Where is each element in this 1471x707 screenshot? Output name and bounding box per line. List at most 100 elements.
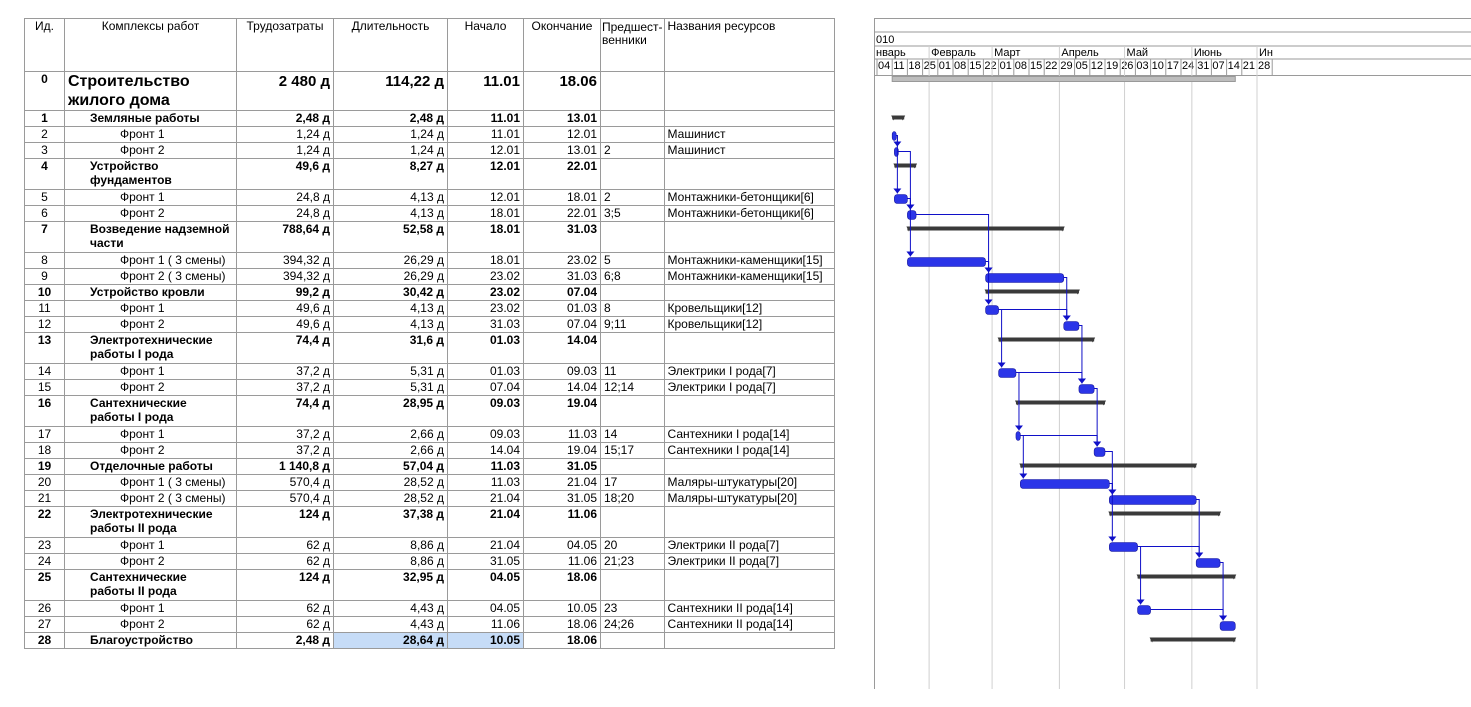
task-predecessors[interactable]: 12;14 [600, 379, 665, 396]
task-start[interactable]: 18.01 [447, 252, 524, 269]
task-name[interactable]: Фронт 1 [64, 189, 237, 206]
task-resources[interactable]: Сантехники II рода[14] [663, 600, 835, 617]
task-finish[interactable]: 18.06 [523, 616, 601, 633]
task-finish[interactable]: 04.05 [523, 537, 601, 554]
task-start[interactable]: 11.01 [447, 126, 524, 143]
task-work[interactable]: 24,8 д [236, 205, 334, 222]
task-work[interactable]: 74,4 д [236, 332, 334, 364]
task-id[interactable]: 26 [24, 600, 65, 617]
task-duration[interactable]: 2,66 д [333, 426, 448, 443]
task-start[interactable]: 11.03 [447, 458, 524, 475]
task-finish[interactable]: 11.06 [523, 506, 601, 538]
task-work[interactable]: 124 д [236, 506, 334, 538]
table-row[interactable]: 27 Фронт 2 62 д 4,43 д 11.06 18.06 24;26 Сантех… [24, 616, 835, 633]
task-id[interactable]: 18 [24, 442, 65, 459]
task-name[interactable]: Благоустройство [64, 632, 237, 649]
task-finish[interactable]: 13.01 [523, 110, 601, 127]
task-finish[interactable]: 07.04 [523, 284, 601, 301]
task-name[interactable]: Фронт 1 [64, 363, 237, 380]
task-finish[interactable]: 11.06 [523, 553, 601, 570]
task-duration[interactable]: 37,38 д [333, 506, 448, 538]
task-predecessors[interactable]: 6;8 [600, 268, 665, 285]
task-id[interactable]: 24 [24, 553, 65, 570]
task-predecessors[interactable] [600, 332, 665, 364]
task-start[interactable]: 09.03 [447, 426, 524, 443]
task-predecessors[interactable]: 14 [600, 426, 665, 443]
task-finish[interactable]: 01.03 [523, 300, 601, 317]
task-start[interactable]: 23.02 [447, 284, 524, 301]
task-resources[interactable] [663, 395, 835, 427]
table-row[interactable]: 8 Фронт 1 ( 3 смены) 394,32 д 26,29 д 18.01 2… [24, 252, 835, 269]
task-predecessors[interactable] [600, 221, 665, 253]
task-predecessors[interactable] [600, 126, 665, 143]
task-resources[interactable]: Сантехники II рода[14] [663, 616, 835, 633]
table-row[interactable]: 24 Фронт 2 62 д 8,86 д 31.05 11.06 21;23 Электр… [24, 553, 835, 570]
task-predecessors[interactable] [600, 506, 665, 538]
task-start[interactable]: 21.04 [447, 490, 524, 507]
table-row[interactable]: 5 Фронт 1 24,8 д 4,13 д 12.01 18.01 2 Монтажник… [24, 189, 835, 206]
col-header-start[interactable]: Начало [447, 18, 524, 72]
task-id[interactable]: 13 [24, 332, 65, 364]
task-id[interactable]: 12 [24, 316, 65, 333]
task-finish[interactable]: 31.03 [523, 221, 601, 253]
task-work[interactable]: 37,2 д [236, 363, 334, 380]
task-start[interactable]: 11.06 [447, 616, 524, 633]
task-predecessors[interactable]: 23 [600, 600, 665, 617]
task-duration[interactable]: 8,27 д [333, 158, 448, 190]
task-id[interactable]: 23 [24, 537, 65, 554]
table-row[interactable]: 25 Сантехнические работы II рода 124 д 32,9… [24, 569, 835, 601]
task-work[interactable]: 1,24 д [236, 126, 334, 143]
task-resources[interactable]: Машинист [663, 142, 835, 159]
task-resources[interactable]: Монтажники-каменщики[15] [663, 252, 835, 269]
task-id[interactable]: 21 [24, 490, 65, 507]
table-row[interactable]: 19 Отделочные работы 1 140,8 д 57,04 д 11.03… [24, 458, 835, 475]
task-finish[interactable]: 31.05 [523, 458, 601, 475]
task-start[interactable]: 12.01 [447, 189, 524, 206]
task-name[interactable]: Фронт 1 [64, 300, 237, 317]
task-predecessors[interactable]: 11 [600, 363, 665, 380]
task-id[interactable]: 25 [24, 569, 65, 601]
task-duration[interactable]: 28,95 д [333, 395, 448, 427]
task-work[interactable]: 37,2 д [236, 442, 334, 459]
task-duration[interactable]: 52,58 д [333, 221, 448, 253]
table-row[interactable]: 7 Возведение надземной части 788,64 д 52,58… [24, 221, 835, 253]
task-duration[interactable]: 2,48 д [333, 110, 448, 127]
task-resources[interactable] [663, 110, 835, 127]
task-work[interactable]: 124 д [236, 569, 334, 601]
task-resources[interactable]: Сантехники I рода[14] [663, 426, 835, 443]
task-start[interactable]: 23.02 [447, 268, 524, 285]
col-header-id[interactable]: Ид. [24, 18, 65, 72]
task-predecessors[interactable] [600, 110, 665, 127]
task-resources[interactable] [663, 332, 835, 364]
task-name[interactable]: Фронт 2 [64, 553, 237, 570]
task-work[interactable]: 570,4 д [236, 474, 334, 491]
task-predecessors[interactable] [600, 158, 665, 190]
task-resources[interactable] [663, 284, 835, 301]
table-row[interactable]: 0 Строительство жилого дома 2 480 д 114,22 … [24, 71, 835, 111]
task-start[interactable]: 18.01 [447, 205, 524, 222]
task-work[interactable]: 570,4 д [236, 490, 334, 507]
table-row[interactable]: 28 Благоустройство 2,48 д 28,64 д 10.05 18.06 [24, 632, 835, 649]
task-resources[interactable]: Кровельщики[12] [663, 300, 835, 317]
task-resources[interactable] [663, 158, 835, 190]
task-resources[interactable]: Монтажники-каменщики[15] [663, 268, 835, 285]
task-predecessors[interactable]: 20 [600, 537, 665, 554]
task-finish[interactable]: 12.01 [523, 126, 601, 143]
col-header-resources[interactable]: Названия ресурсов [663, 18, 835, 72]
task-duration[interactable]: 32,95 д [333, 569, 448, 601]
task-duration[interactable]: 5,31 д [333, 363, 448, 380]
task-name[interactable]: Электротехнические работы I рода [64, 332, 237, 364]
task-finish[interactable]: 13.01 [523, 142, 601, 159]
task-duration[interactable]: 8,86 д [333, 553, 448, 570]
task-resources[interactable]: Электрики I рода[7] [663, 379, 835, 396]
task-predecessors[interactable]: 15;17 [600, 442, 665, 459]
task-name[interactable]: Земляные работы [64, 110, 237, 127]
task-duration[interactable]: 57,04 д [333, 458, 448, 475]
task-work[interactable]: 394,32 д [236, 268, 334, 285]
task-predecessors[interactable]: 21;23 [600, 553, 665, 570]
task-name[interactable]: Фронт 2 [64, 379, 237, 396]
task-predecessors[interactable]: 17 [600, 474, 665, 491]
table-row[interactable]: 26 Фронт 1 62 д 4,43 д 04.05 10.05 23 Сантехник… [24, 600, 835, 617]
task-finish[interactable]: 21.04 [523, 474, 601, 491]
table-row[interactable]: 23 Фронт 1 62 д 8,86 д 21.04 04.05 20 Электрики… [24, 537, 835, 554]
